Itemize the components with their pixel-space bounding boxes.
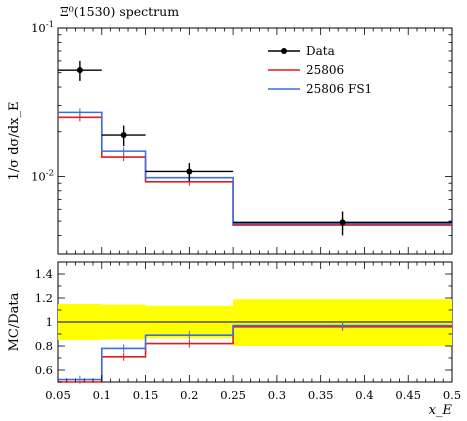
ratio-histogram-25806-fs1: [58, 324, 452, 381]
x-tick-label: 0.5: [443, 388, 461, 402]
x-axis-label: x_E: [429, 403, 453, 418]
x-tick-label: 0.4: [355, 388, 373, 402]
x-tick-label: 0.3: [268, 388, 286, 402]
chart-title: Ξ⁰(1530) spectrum: [60, 4, 179, 19]
data-point: [339, 219, 346, 226]
ratio-y-tick-label: 0.8: [35, 339, 53, 353]
main-axes: 10-1 10-2: [31, 20, 453, 255]
ratio-y-tick-label: 1: [46, 315, 53, 329]
legend-entry: 25806: [306, 63, 344, 77]
ratio-y-tick-label: 0.6: [35, 363, 53, 377]
ratio-axes: 0.05 0.1 0.15 0.2 0.25 0.3 0.35 0.4 0.45 0.5 1.4 1.…: [35, 261, 461, 402]
legend-marker: [281, 48, 287, 54]
legend-entry: 25806 FS1: [306, 82, 372, 96]
x-tick-label: 0.35: [308, 388, 334, 402]
ratio-y-tick-label: 1.2: [35, 291, 53, 305]
main-plot-frame: [57, 27, 453, 255]
x-tick-label: 0.05: [45, 388, 71, 402]
data-point: [186, 168, 193, 175]
ratio-uncertainty-band: [58, 299, 452, 346]
data-point: [76, 67, 83, 74]
x-tick-label: 0.15: [133, 388, 159, 402]
x-tick-label: 0.45: [395, 388, 421, 402]
main-series-group: [58, 60, 452, 236]
ratio-y-axis-label: MC/Data: [7, 292, 22, 351]
histogram-25806: [58, 116, 452, 226]
y-tick-label: 10-1: [31, 20, 54, 35]
legend: Data 25806 25806 FS1: [268, 44, 372, 96]
data-point: [120, 132, 127, 139]
y-tick-label: 10-2: [31, 168, 54, 183]
x-tick-label: 0.1: [93, 388, 111, 402]
y-axis-label: 1/σ dσ/dx_E: [7, 102, 22, 181]
x-tick-label: 0.25: [220, 388, 246, 402]
x-tick-label: 0.2: [180, 388, 198, 402]
histogram-25806-fs1: [58, 111, 452, 225]
legend-entry: Data: [306, 44, 335, 58]
ratio-y-tick-label: 1.4: [35, 267, 53, 281]
